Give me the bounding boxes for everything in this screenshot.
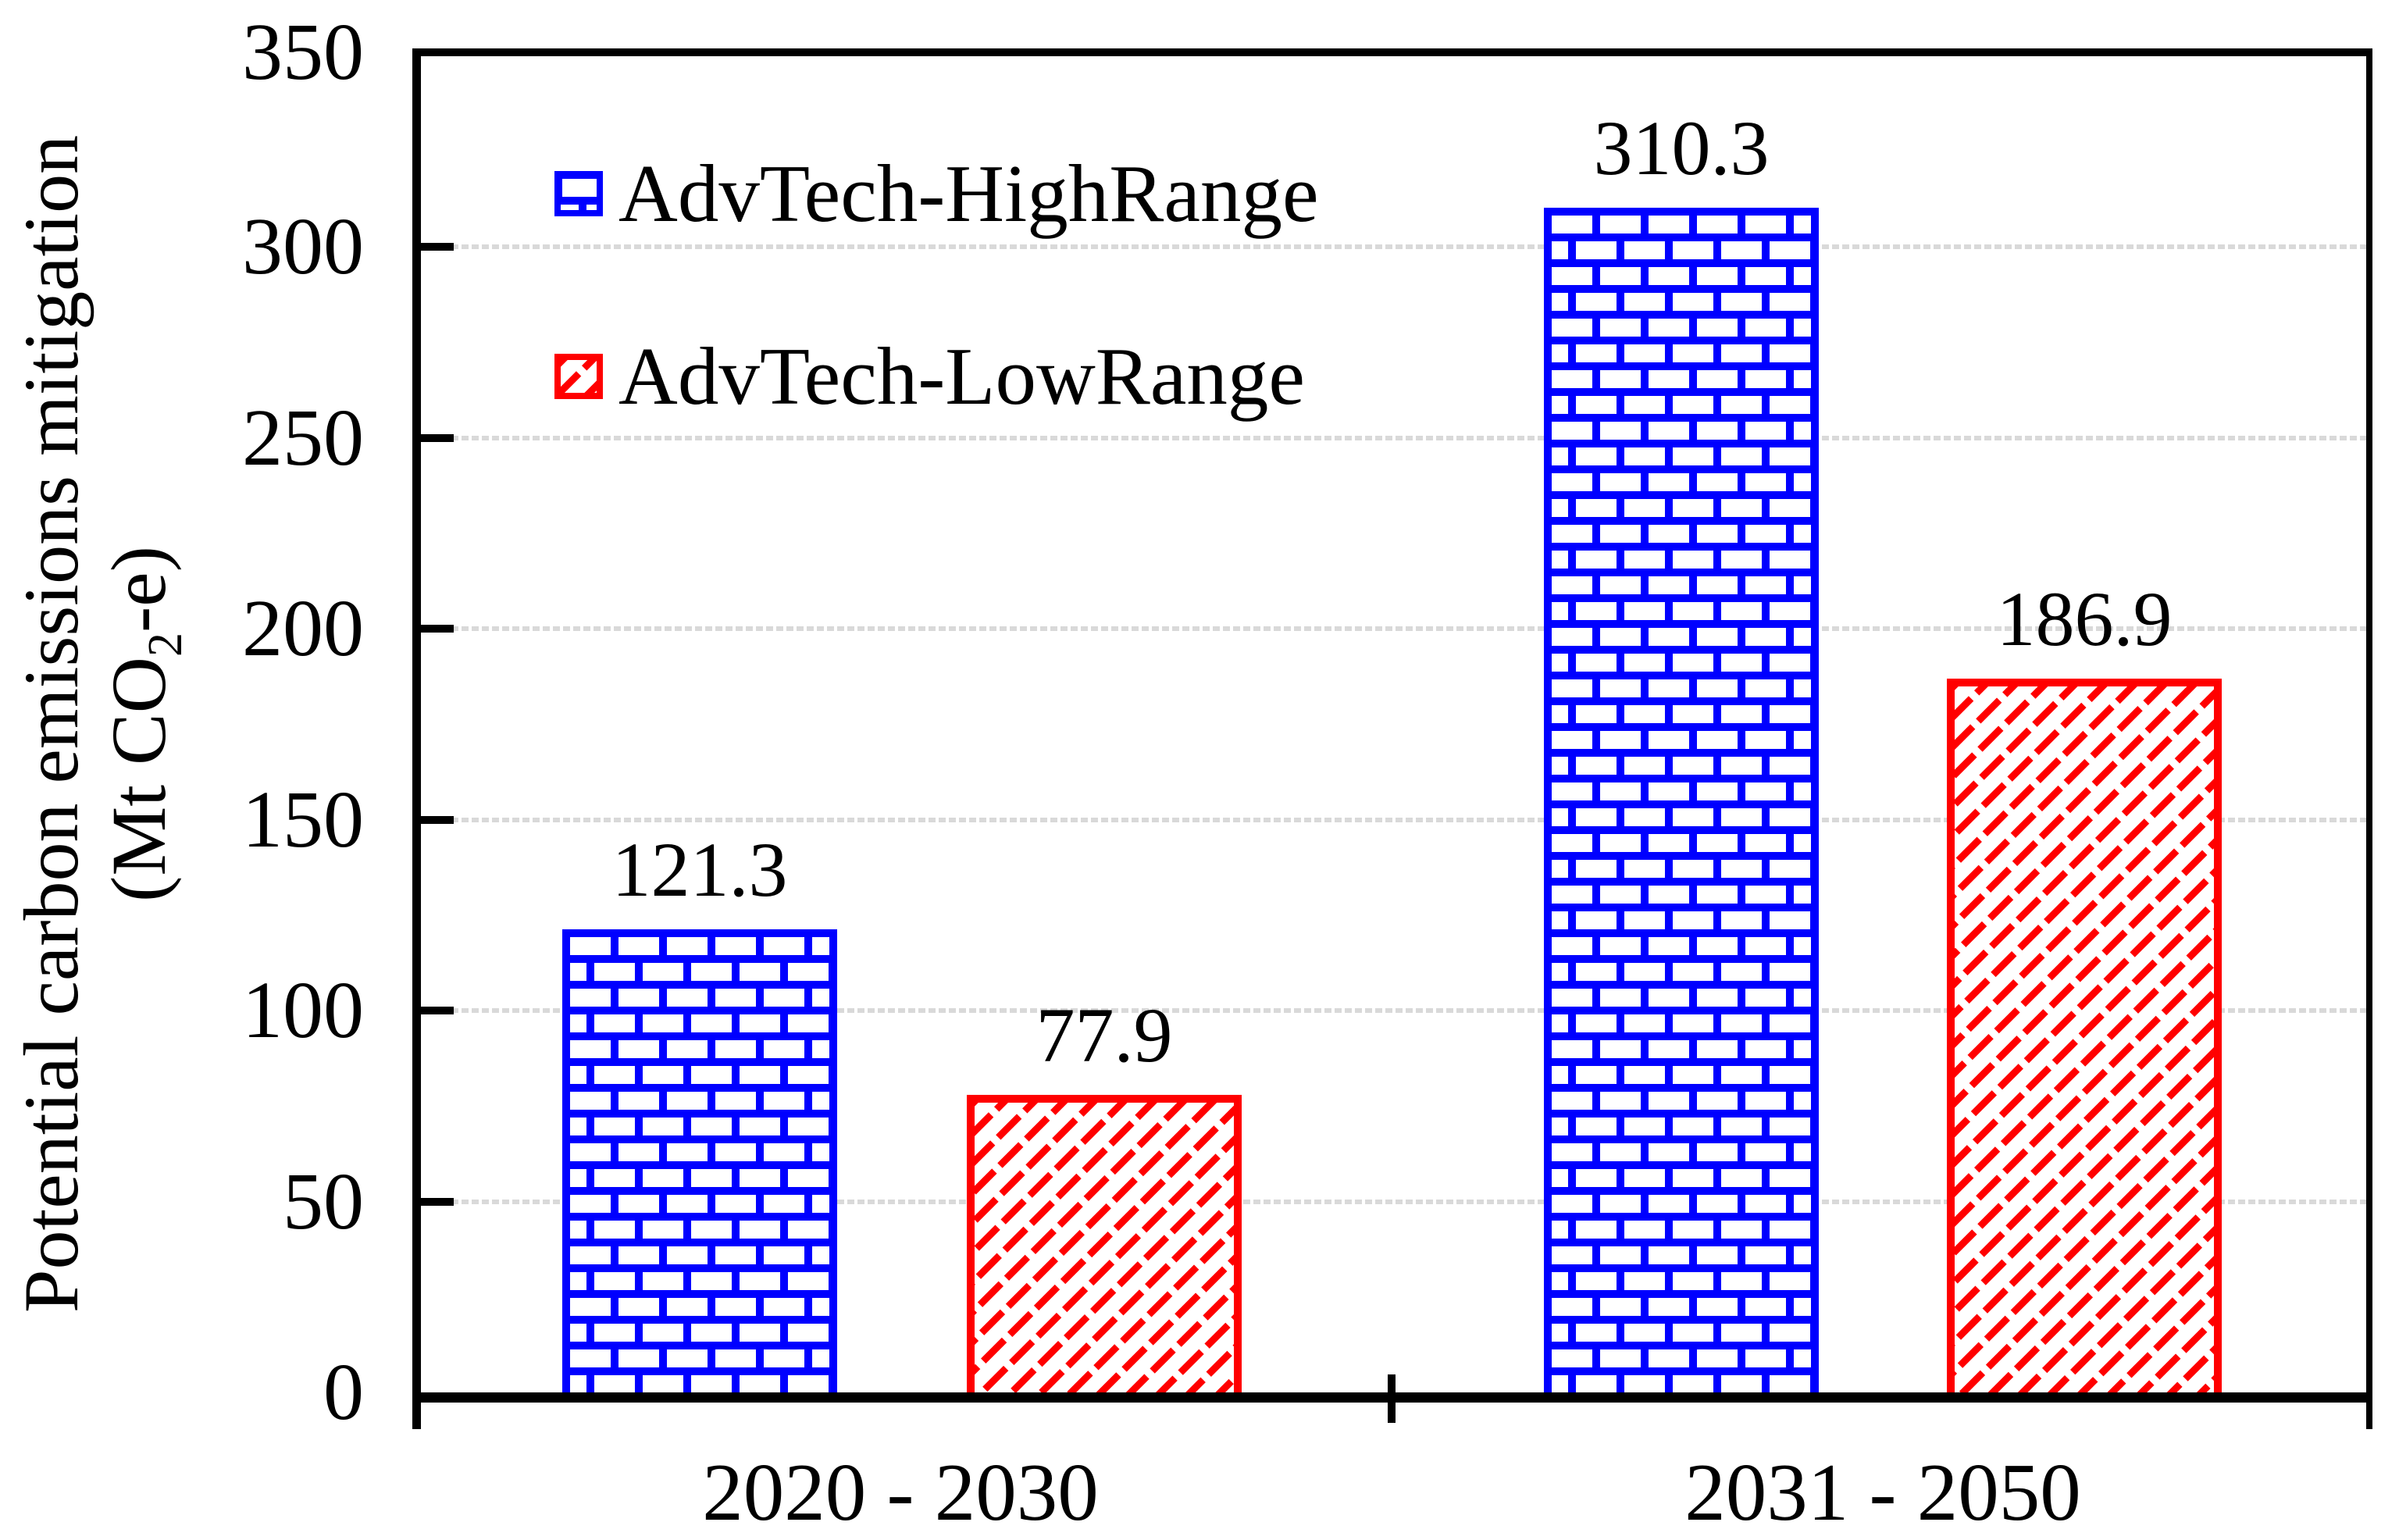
- y-tick-label-50: 50: [283, 1156, 364, 1246]
- y-axis-tick-300: [421, 243, 454, 251]
- y-axis-tick-50: [421, 1197, 454, 1206]
- category-label-2020-2030: 2020 - 2030: [702, 1446, 1099, 1538]
- plot-inner: [421, 56, 2366, 1392]
- y-tick-label-100: 100: [242, 965, 364, 1056]
- legend-swatch-highrange-icon: [554, 171, 603, 216]
- category-label-2031-2050: 2031 - 2050: [1684, 1446, 2081, 1538]
- gridline-200: [421, 626, 2366, 632]
- legend-label-highrange: AdvTech-HighRange: [618, 148, 1319, 239]
- plot-area: [412, 48, 2372, 1403]
- value-label-advtech-highrange-2020-2030: 121.3: [611, 826, 788, 913]
- bar-advtech-highrange-2031-2050: [1544, 208, 1819, 1392]
- legend-label-lowrange: AdvTech-LowRange: [618, 330, 1306, 422]
- bar-advtech-highrange-2020-2030: [562, 929, 837, 1392]
- gridline-250: [421, 435, 2366, 440]
- gridline-50: [421, 1199, 2366, 1204]
- y-axis-tick-250: [421, 433, 454, 442]
- y-tick-label-300: 300: [242, 201, 364, 292]
- y-axis-tick-150: [421, 815, 454, 824]
- y-tick-label-150: 150: [242, 774, 364, 864]
- y-tick-label-0: 0: [323, 1347, 364, 1437]
- legend-swatch-lowrange-icon: [554, 354, 603, 399]
- legend-item-highrange: AdvTech-HighRange: [0, 148, 1562, 238]
- value-label-advtech-lowrange-2020-2030: 77.9: [1036, 992, 1173, 1078]
- value-label-advtech-lowrange-2031-2050: 186.9: [1996, 576, 2173, 662]
- y-axis-tick-200: [421, 625, 454, 633]
- value-label-advtech-highrange-2031-2050: 310.3: [1593, 105, 1770, 191]
- legend-item-lowrange: AdvTech-LowRange: [0, 331, 1562, 421]
- gridline-300: [421, 244, 2366, 250]
- y-tick-label-200: 200: [242, 583, 364, 674]
- gridline-150: [421, 817, 2366, 822]
- x-axis-tick-left: [412, 1403, 421, 1429]
- bar-advtech-lowrange-2031-2050: [1947, 679, 2222, 1392]
- bar-advtech-lowrange-2020-2030: [967, 1095, 1242, 1392]
- y-tick-label-250: 250: [242, 392, 364, 483]
- gridline-100: [421, 1008, 2366, 1014]
- x-axis-tick-right: [2366, 1403, 2372, 1429]
- y-axis-tick-100: [421, 1007, 454, 1015]
- y-tick-label-350: 350: [242, 7, 364, 97]
- x-axis-tick-middle: [1388, 1374, 1396, 1423]
